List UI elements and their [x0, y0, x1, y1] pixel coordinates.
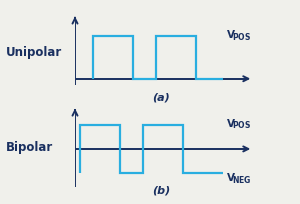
Text: (b): (b) [152, 186, 170, 196]
Text: $\bf{V}$: $\bf{V}$ [226, 28, 236, 40]
Text: $\mathbf{NEG}$: $\mathbf{NEG}$ [232, 174, 252, 185]
Text: $\bf{V}$: $\bf{V}$ [226, 172, 236, 183]
Text: (a): (a) [152, 93, 170, 103]
Text: Unipolar: Unipolar [6, 45, 62, 59]
Text: $\mathbf{POS}$: $\mathbf{POS}$ [232, 119, 251, 130]
Text: $\mathbf{POS}$: $\mathbf{POS}$ [232, 31, 251, 42]
Text: Bipolar: Bipolar [6, 141, 53, 154]
Text: $\bf{V}$: $\bf{V}$ [226, 117, 236, 129]
